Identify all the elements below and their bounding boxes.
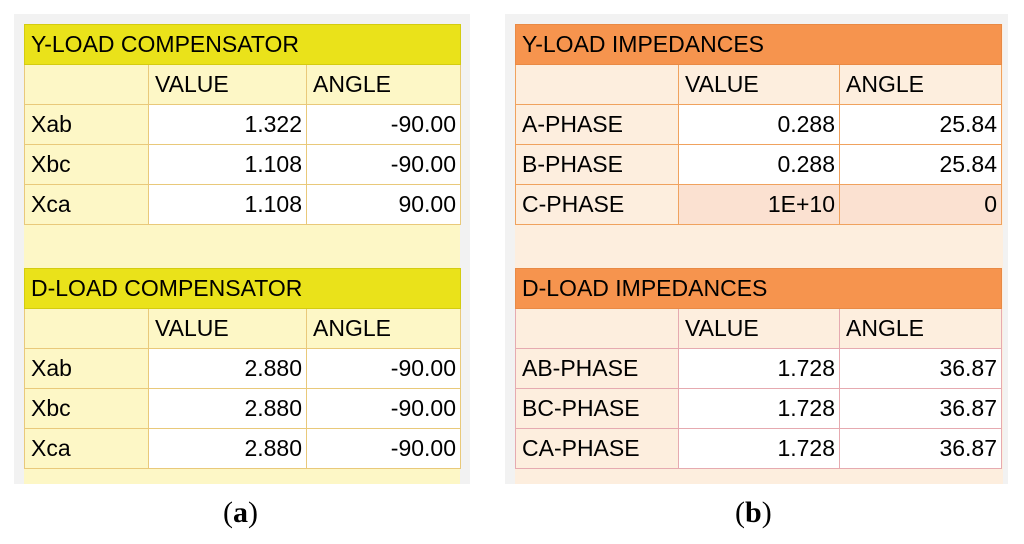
caption-open: ( xyxy=(223,496,233,529)
value-cell: 2.880 xyxy=(148,348,307,389)
row-label: Xbc xyxy=(24,144,149,185)
angle-cell: -90.00 xyxy=(305,348,462,389)
panel-a: Y-LOAD COMPENSATOR VALUE ANGLE Xab 1.322… xyxy=(14,14,470,484)
panel-b: Y-LOAD IMPEDANCES VALUE ANGLE A-PHASE 0.… xyxy=(505,14,1008,484)
angle-cell: -90.00 xyxy=(305,104,462,145)
header-cell xyxy=(24,64,149,105)
y-load-impedances-table: Y-LOAD IMPEDANCES VALUE ANGLE A-PHASE 0.… xyxy=(515,24,1002,225)
row-label: Xca xyxy=(24,184,149,225)
value-cell: 1.728 xyxy=(678,428,840,469)
caption-b: (b) xyxy=(735,496,772,530)
row-label: Xca xyxy=(24,428,149,469)
table-title: D-LOAD COMPENSATOR xyxy=(23,268,462,309)
header-cell: ANGLE xyxy=(839,64,1002,105)
panel-a-sheet: Y-LOAD COMPENSATOR VALUE ANGLE Xab 1.322… xyxy=(23,24,462,484)
table-title-row: Y-LOAD COMPENSATOR xyxy=(23,24,462,65)
value-cell: 1.108 xyxy=(148,144,307,185)
row-label: C-PHASE xyxy=(515,184,679,225)
table-row: C-PHASE 1E+10 0 xyxy=(515,184,1002,225)
angle-cell: 36.87 xyxy=(839,348,1002,389)
caption-a: (a) xyxy=(223,496,258,530)
table-row: CA-PHASE 1.728 36.87 xyxy=(515,428,1002,469)
value-cell: 1E+10 xyxy=(678,184,840,225)
table-row: Xca 2.880 -90.00 xyxy=(24,428,462,469)
table-title: D-LOAD IMPEDANCES xyxy=(515,268,1002,309)
header-cell xyxy=(515,64,679,105)
row-label: AB-PHASE xyxy=(515,348,679,389)
table-row: Xbc 1.108 -90.00 xyxy=(24,144,462,185)
table-title-row: D-LOAD COMPENSATOR xyxy=(23,268,462,309)
table-row: BC-PHASE 1.728 36.87 xyxy=(515,388,1002,429)
table-row: Xab 2.880 -90.00 xyxy=(24,348,462,389)
row-label: BC-PHASE xyxy=(515,388,679,429)
table-title: Y-LOAD IMPEDANCES xyxy=(515,24,1002,65)
angle-cell: -90.00 xyxy=(305,428,462,469)
row-label: CA-PHASE xyxy=(515,428,679,469)
table-row: Xab 1.322 -90.00 xyxy=(24,104,462,145)
angle-cell: 90.00 xyxy=(305,184,462,225)
caption-close: ) xyxy=(248,496,258,529)
table-header-row: VALUE ANGLE xyxy=(24,308,462,349)
angle-cell: 0 xyxy=(839,184,1002,225)
angle-cell: 25.84 xyxy=(839,144,1002,185)
row-label: A-PHASE xyxy=(515,104,679,145)
table-row: B-PHASE 0.288 25.84 xyxy=(515,144,1002,185)
row-label: B-PHASE xyxy=(515,144,679,185)
value-cell: 2.880 xyxy=(148,388,307,429)
header-cell: VALUE xyxy=(148,308,307,349)
header-cell xyxy=(515,308,679,349)
table-header-row: VALUE ANGLE xyxy=(515,308,1002,349)
d-load-compensator-table: D-LOAD COMPENSATOR VALUE ANGLE Xab 2.880… xyxy=(23,268,462,469)
row-label: Xbc xyxy=(24,388,149,429)
header-cell: VALUE xyxy=(678,64,840,105)
header-cell: ANGLE xyxy=(839,308,1002,349)
header-cell xyxy=(24,308,149,349)
value-cell: 0.288 xyxy=(678,144,840,185)
d-load-impedances-table: D-LOAD IMPEDANCES VALUE ANGLE AB-PHASE 1… xyxy=(515,268,1002,469)
header-cell: VALUE xyxy=(148,64,307,105)
panel-b-sheet: Y-LOAD IMPEDANCES VALUE ANGLE A-PHASE 0.… xyxy=(515,24,1003,484)
table-title: Y-LOAD COMPENSATOR xyxy=(23,24,462,65)
table-row: Xca 1.108 90.00 xyxy=(24,184,462,225)
header-cell: ANGLE xyxy=(305,308,462,349)
angle-cell: -90.00 xyxy=(305,144,462,185)
caption-letter: a xyxy=(233,496,248,529)
table-row: AB-PHASE 1.728 36.87 xyxy=(515,348,1002,389)
angle-cell: 25.84 xyxy=(839,104,1002,145)
value-cell: 2.880 xyxy=(148,428,307,469)
value-cell: 1.728 xyxy=(678,388,840,429)
table-title-row: D-LOAD IMPEDANCES xyxy=(515,268,1002,309)
header-cell: VALUE xyxy=(678,308,840,349)
caption-open: ( xyxy=(735,496,745,529)
angle-cell: -90.00 xyxy=(305,388,462,429)
table-title-row: Y-LOAD IMPEDANCES xyxy=(515,24,1002,65)
caption-close: ) xyxy=(761,496,772,529)
row-label: Xab xyxy=(24,104,149,145)
value-cell: 1.108 xyxy=(148,184,307,225)
value-cell: 0.288 xyxy=(678,104,840,145)
table-row: Xbc 2.880 -90.00 xyxy=(24,388,462,429)
row-label: Xab xyxy=(24,348,149,389)
y-load-compensator-table: Y-LOAD COMPENSATOR VALUE ANGLE Xab 1.322… xyxy=(23,24,462,225)
caption-letter: b xyxy=(745,496,762,529)
value-cell: 1.728 xyxy=(678,348,840,389)
angle-cell: 36.87 xyxy=(839,428,1002,469)
angle-cell: 36.87 xyxy=(839,388,1002,429)
table-row: A-PHASE 0.288 25.84 xyxy=(515,104,1002,145)
header-cell: ANGLE xyxy=(305,64,462,105)
value-cell: 1.322 xyxy=(148,104,307,145)
table-header-row: VALUE ANGLE xyxy=(24,64,462,105)
table-header-row: VALUE ANGLE xyxy=(515,64,1002,105)
